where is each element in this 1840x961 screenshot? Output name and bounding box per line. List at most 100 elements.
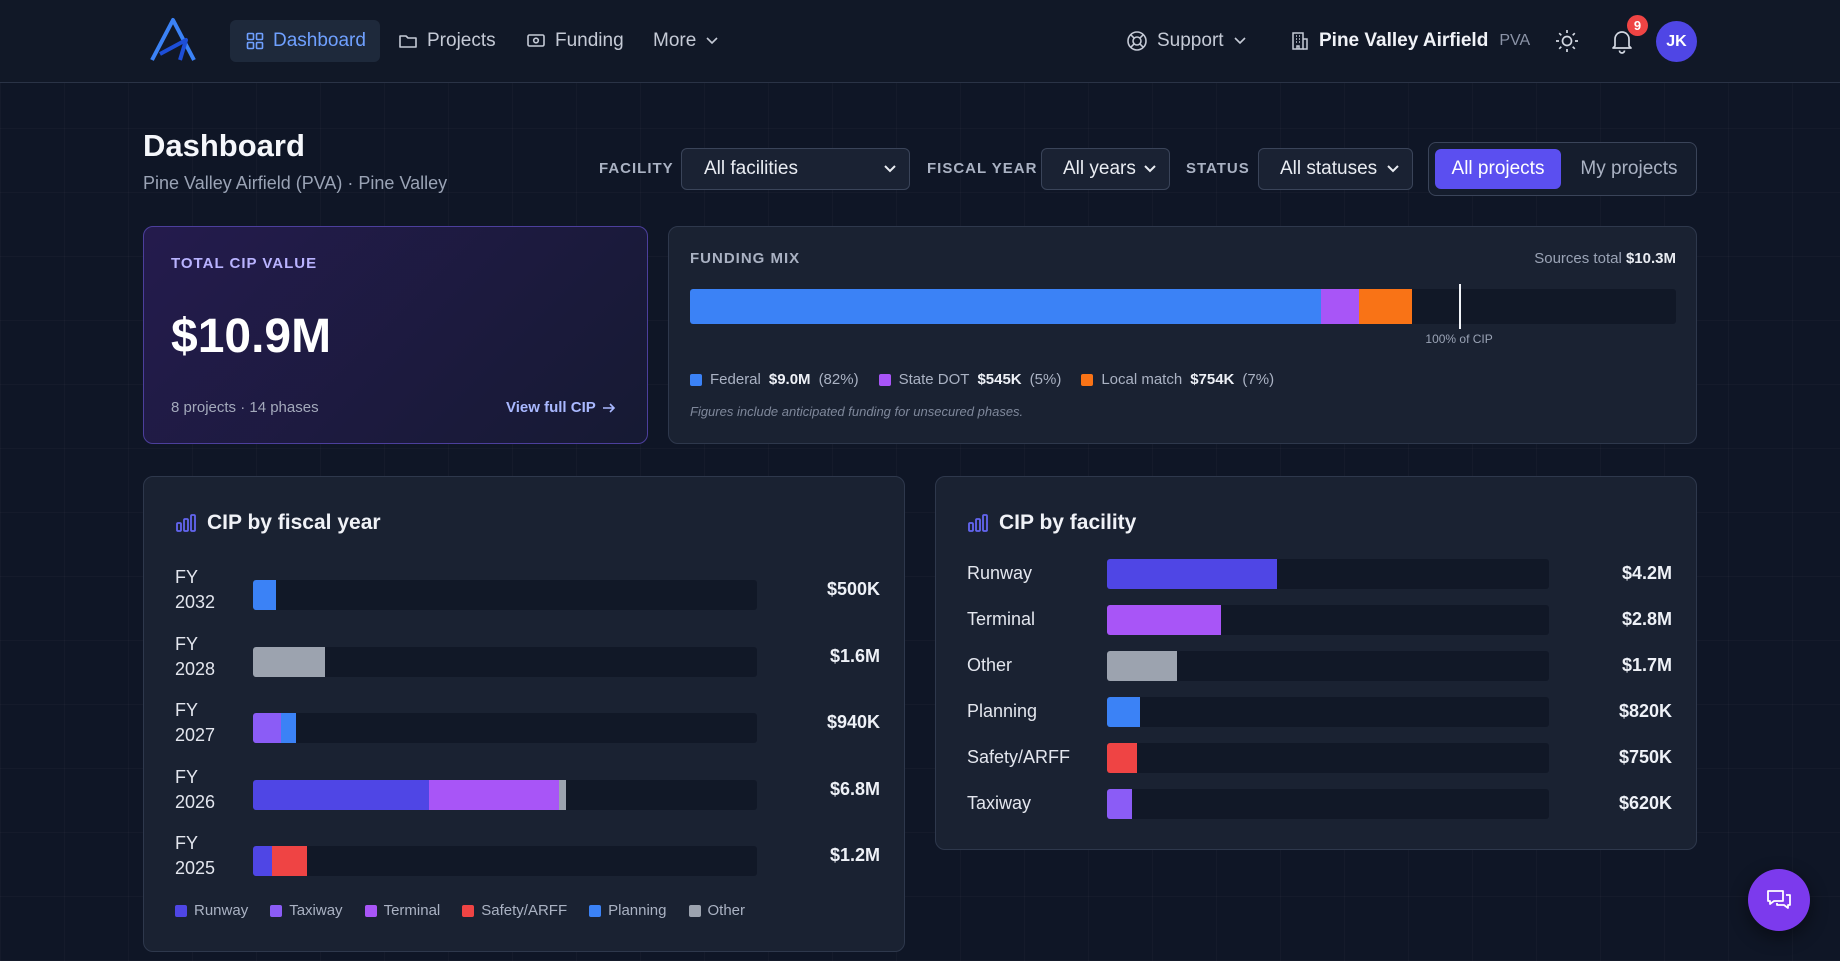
bar-chart-icon [968,514,988,532]
fiscal-year-legend-swatch [688,904,701,917]
fiscal-year-value: $1.2M [829,845,880,865]
all-projects-button[interactable]: All projects [1435,149,1561,189]
facility-select[interactable]: All facilities [681,148,910,190]
chat-button[interactable] [1748,869,1810,931]
fiscal-year-bar-segment [558,779,567,810]
fiscal-year-label-prefix: FY [175,633,199,654]
funding-source-name: Federal [710,371,761,388]
funding-source-percent: (7%) [1242,371,1275,388]
fiscal-year-bar [253,779,757,810]
cip-by-facility-title: CIP by facility [999,511,1137,534]
fiscal-year-label-year: 2032 [175,592,216,612]
facility-bar-fill [1107,789,1133,819]
facility-bar [1107,651,1549,681]
chat-bubbles-icon [1767,890,1791,909]
sun-icon[interactable] [1554,28,1580,54]
total-cip-card: TOTAL CIP VALUE $10.9M 8 projects · 14 p… [143,226,648,444]
facility-switcher[interactable]: Pine Valley Airfield PVA [1274,20,1546,62]
facility-row: Runway $4.2M [967,557,1672,591]
fiscal-year-bar [253,713,757,743]
lifebuoy-icon [1127,31,1147,51]
view-full-cip-label: View full CIP [506,399,596,416]
chevron-down-icon [884,165,896,173]
fiscal-year-label: FY 2027 [175,698,235,748]
facility-label: Other [967,655,1013,675]
funding-mix-label: FUNDING MIX [690,250,801,267]
facility-value: $620K [1618,793,1672,813]
facility-filter-label: FACILITY [599,160,674,177]
facility-value: $4.2M [1621,563,1672,583]
fiscal-year-legend-swatch [462,904,475,917]
funding-source-amount: $545K [977,371,1022,388]
facility-row: Terminal $2.8M [967,603,1672,637]
facility-bar-fill [1107,651,1177,681]
fiscal-year-legend-swatch [270,904,283,917]
building-icon [1292,32,1308,50]
fiscal-year-legend-label: Runway [194,902,249,919]
chevron-down-icon [1144,165,1156,173]
chevron-down-icon [706,37,718,45]
fiscal-year-value: $6.8M [829,778,880,799]
status-select[interactable]: All statuses [1258,148,1413,190]
facility-bar-fill [1107,559,1278,589]
fiscal-year-value: $1.6M [829,645,880,666]
cip-by-fiscal-year-title: CIP by fiscal year [207,511,381,534]
status-filter-label: STATUS [1186,160,1250,177]
fiscal-year-legend-item: Runway [175,902,248,919]
facility-value: $2.8M [1621,609,1672,629]
funding-source-amount: $9.0M [768,371,811,388]
facility-bar [1107,743,1549,773]
my-projects-button[interactable]: My projects [1580,158,1678,179]
fiscal-year-legend-item: Planning [589,902,667,919]
bell-icon[interactable] [1609,28,1635,54]
facility-value: $1.7M [1621,655,1672,675]
fiscal-year-bar-segment [253,646,326,677]
funding-source-name: Local match [1101,371,1183,388]
fiscal-year-label-prefix: FY [175,766,199,787]
facility-bar [1107,697,1549,727]
app-logo-icon[interactable] [146,16,200,64]
avatar[interactable]: JK [1656,21,1697,62]
fiscal-year-bar [253,580,757,610]
funding-mix-segment [690,289,1322,324]
facility-value: $820K [1618,701,1672,721]
fiscal-year-row: FY 2026 $6.8M [175,765,880,819]
fiscal-year-label-year: 2026 [175,791,216,812]
fiscal-year-legend-label: Other [707,902,746,919]
fiscal-year-legend-item: Terminal [364,902,441,919]
facility-bar [1107,605,1549,635]
nav-support-label: Support [1157,30,1224,51]
funding-legend-item: Local match $754K (7%) [1081,371,1274,388]
facility-row: Other $1.7M [967,649,1672,683]
funding-mix-segment [1359,289,1412,324]
fiscal-year-select[interactable]: All years [1041,148,1170,190]
fiscal-year-bar [253,646,757,677]
chevron-down-icon [1233,37,1246,45]
nav-dashboard[interactable]: Dashboard [230,20,380,62]
fiscal-year-row: FY 2032 $500K [175,565,880,619]
facility-bar-fill [1107,697,1141,727]
cip-by-fiscal-year-card: CIP by fiscal year FY 2032 $500K FY 2028 $1.6… [143,476,905,952]
total-cip-value: $10.9M [171,310,332,363]
cip-by-fiscal-year-title-row: CIP by fiscal year [175,511,381,535]
cip-by-facility-title-row: CIP by facility [967,511,1136,535]
folder-icon [399,35,417,48]
facility-bar [1107,559,1549,589]
view-full-cip-link[interactable]: View full CIP [506,399,616,416]
fiscal-year-legend-label: Safety/ARFF [481,902,568,919]
fiscal-year-value: $500K [826,579,880,599]
cip-100-marker-label: 100% of CIP [1425,332,1493,346]
facility-value: $750K [1618,747,1672,767]
fiscal-year-row: FY 2027 $940K [175,698,880,752]
nav-projects[interactable]: Projects [382,20,512,62]
nav-more[interactable]: More [637,20,735,62]
nav-support[interactable]: Support [1110,20,1263,62]
fiscal-year-legend-label: Terminal [383,902,441,919]
funding-source-percent: (82%) [818,371,859,388]
fiscal-year-value: $940K [826,712,880,732]
funding-legend-item: Federal $9.0M (82%) [690,371,859,388]
cip-by-facility-card: CIP by facility Runway $4.2M Terminal $2.8M… [935,476,1697,850]
fiscal-year-label-prefix: FY [175,700,199,720]
notification-badge: 9 [1627,15,1648,36]
nav-funding[interactable]: Funding [510,20,640,62]
